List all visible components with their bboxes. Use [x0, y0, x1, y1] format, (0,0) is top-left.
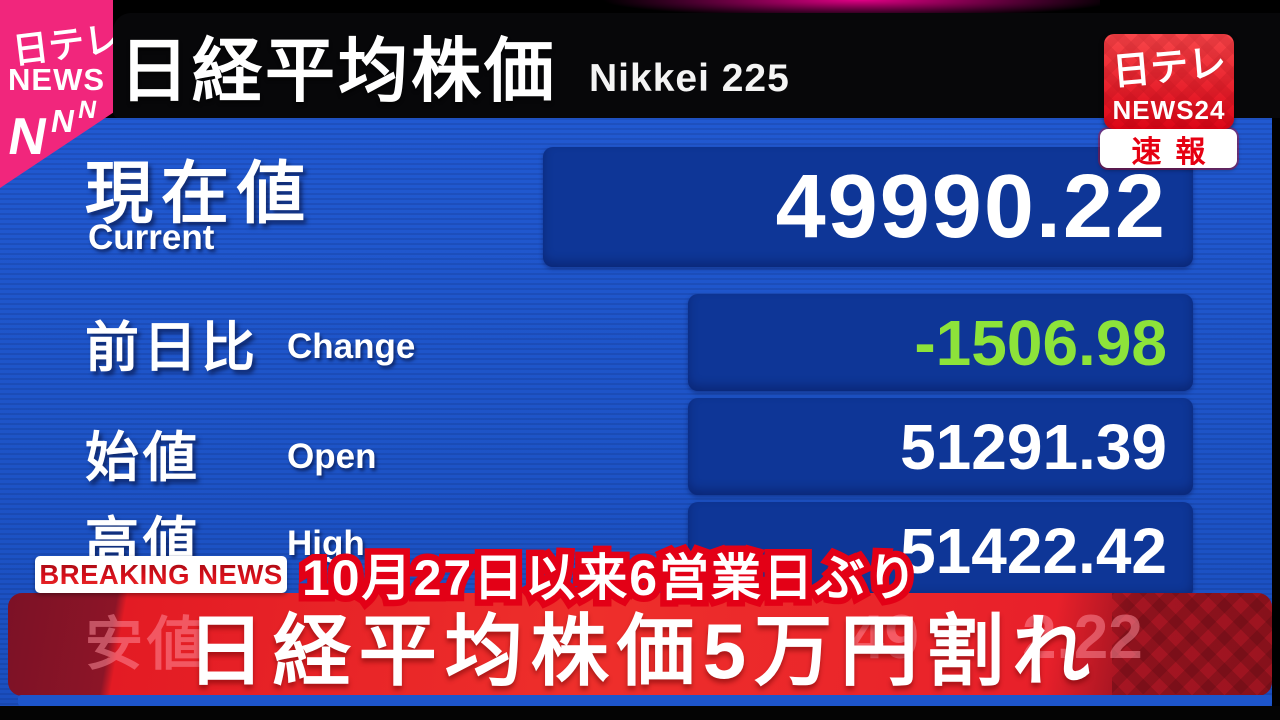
change-label: 前日比: [85, 318, 259, 378]
nnn-letter-3: N: [75, 96, 99, 124]
breaking-news-strip: BREAKING NEWS: [35, 556, 287, 593]
current-value-box: 49990.22: [543, 147, 1193, 267]
sokuho-badge-label: 速報: [1131, 135, 1220, 169]
nnn-news-text: NEWS: [8, 62, 105, 97]
breaking-headline: 日経平均株価5万円割れ: [186, 606, 1099, 695]
low-value-fragment-left: 49: [850, 603, 919, 672]
open-label-en: Open: [287, 437, 377, 476]
change-label-en: Change: [287, 327, 416, 366]
current-label-en: Current: [88, 218, 215, 257]
current-label: 現在値: [85, 156, 314, 232]
breaking-kicker: 10月27日以来6営業日ぶり: [302, 538, 919, 610]
nnn-letter-1: N: [3, 108, 52, 166]
news24-logo-text: 日テレ: [1110, 41, 1229, 94]
bottom-blue-strip: [18, 695, 1272, 706]
banner-triangle-pattern: [1112, 593, 1272, 696]
low-label-ghost: 安値: [85, 612, 210, 677]
open-value-box: 51291.39: [688, 398, 1193, 495]
breaking-news-label: BREAKING NEWS: [39, 558, 283, 590]
change-value-box: -1506.98: [688, 294, 1193, 391]
index-title: 日経平均株価: [119, 32, 557, 110]
open-value: 51291.39: [900, 410, 1167, 483]
news24-logo: 日テレ NEWS24: [1104, 34, 1234, 129]
program-header: 日経平均株価 Nikkei 225: [113, 13, 1280, 118]
breaking-banner: [8, 593, 1272, 696]
top-magenta-glow: [500, 0, 1100, 14]
current-value: 49990.22: [775, 156, 1167, 257]
bottom-letterbox: [0, 706, 1280, 720]
open-label: 始値: [85, 428, 201, 488]
index-subtitle: Nikkei 225: [589, 56, 790, 100]
news24-name: NEWS24: [1112, 94, 1226, 125]
low-value-fragment-right: 2.22: [1022, 603, 1143, 672]
nnn-letter-2: N: [48, 103, 78, 139]
change-value: -1506.98: [914, 306, 1167, 379]
high-value: 51422.42: [900, 514, 1167, 587]
sokuho-badge: 速報: [1100, 129, 1237, 169]
